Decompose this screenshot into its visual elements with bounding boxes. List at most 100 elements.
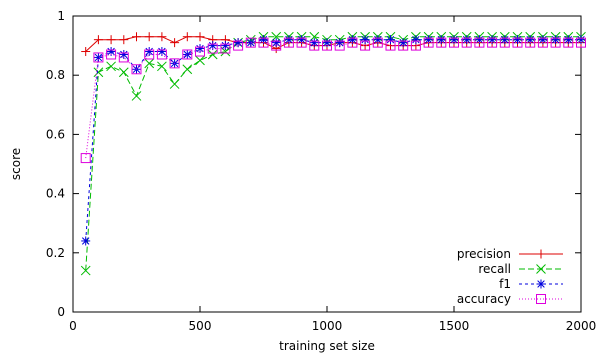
data-point-f1: [347, 35, 357, 45]
marker-stroke: [399, 38, 407, 47]
marker-stroke: [461, 37, 472, 48]
y-tick-label: 0: [57, 305, 65, 319]
axis-ticks: 0 500 1000 1500 2000 0 0.2 0.4 0.6 0.8 1: [46, 9, 596, 333]
series-f1: [81, 35, 586, 246]
marker-stroke: [347, 37, 358, 48]
marker-stroke: [501, 35, 509, 44]
legend-label: f1: [499, 277, 511, 291]
y-tick-label: 0.4: [46, 187, 65, 201]
data-point-accuracy: [233, 40, 244, 51]
data-point-f1: [563, 35, 573, 45]
marker-stroke: [156, 49, 167, 60]
marker-stroke: [169, 79, 180, 89]
marker-stroke: [158, 47, 166, 56]
legend-item-accuracy: accuracy: [457, 292, 563, 306]
data-point-f1: [449, 35, 459, 45]
data-point-f1: [182, 49, 192, 59]
data-point-accuracy: [156, 49, 167, 60]
data-point-f1: [119, 49, 129, 59]
marker-stroke: [564, 35, 573, 44]
marker-stroke: [499, 37, 510, 48]
marker-stroke: [285, 35, 293, 44]
data-point-precision: [170, 38, 180, 48]
data-point-accuracy: [550, 37, 561, 48]
marker-stroke: [386, 35, 395, 44]
data-point-f1: [462, 35, 472, 45]
marker-stroke: [182, 64, 193, 75]
x-tick-label: 500: [189, 319, 212, 333]
data-point-f1: [335, 38, 345, 48]
marker-stroke: [437, 35, 446, 44]
data-point-f1: [309, 38, 319, 48]
marker-stroke: [513, 35, 522, 44]
data-point-f1: [513, 35, 522, 45]
marker-stroke: [374, 35, 382, 44]
data-point-accuracy: [271, 40, 282, 51]
data-point-accuracy: [93, 52, 104, 63]
data-point-f1: [487, 35, 497, 45]
data-point-precision: [157, 32, 167, 42]
marker-stroke: [182, 49, 193, 60]
marker-stroke: [118, 67, 129, 78]
data-point-accuracy: [322, 40, 332, 51]
legend-item-recall: recall: [478, 262, 563, 276]
data-point-accuracy: [245, 37, 256, 48]
data-point-recall: [195, 55, 205, 66]
data-point-f1: [525, 35, 535, 45]
marker-stroke: [474, 37, 485, 48]
data-point-recall: [182, 64, 193, 75]
marker-stroke: [360, 40, 371, 51]
marker-stroke: [207, 49, 218, 60]
marker-stroke: [410, 40, 421, 51]
data-point-accuracy: [410, 40, 421, 51]
marker-stroke: [131, 91, 142, 101]
y-tick-label: 1: [57, 9, 65, 23]
data-point-f1: [500, 35, 510, 45]
data-point-accuracy: [258, 37, 269, 48]
data-point-recall: [106, 61, 116, 72]
data-point-accuracy: [131, 64, 142, 75]
data-point-accuracy: [347, 37, 358, 48]
series-recall: [80, 31, 586, 276]
data-point-accuracy: [144, 49, 155, 60]
x-axis-title: training set size: [279, 339, 375, 353]
data-point-accuracy: [499, 37, 510, 48]
marker-stroke: [220, 43, 231, 54]
marker-stroke: [450, 35, 458, 44]
marker-stroke: [424, 35, 433, 44]
x-tick-label: 0: [69, 319, 77, 333]
legend-item-precision: precision: [457, 247, 563, 261]
marker-stroke: [310, 38, 319, 47]
legend-item-f1: f1: [499, 277, 563, 291]
data-point-precision: [144, 32, 154, 42]
data-point-accuracy: [423, 37, 434, 48]
data-point-accuracy: [283, 37, 294, 48]
marker-stroke: [144, 49, 155, 60]
data-point-recall: [207, 49, 218, 60]
marker-stroke: [563, 37, 574, 48]
data-point-accuracy: [118, 52, 129, 63]
data-point-precision: [182, 32, 192, 42]
data-point-precision: [119, 35, 129, 45]
marker-stroke: [576, 37, 586, 48]
data-point-f1: [93, 52, 103, 62]
marker-stroke: [207, 43, 218, 54]
data-point-accuracy: [563, 37, 574, 48]
marker-stroke: [169, 58, 180, 69]
marker-stroke: [536, 294, 546, 304]
y-tick-label: 0.6: [46, 127, 65, 141]
marker-stroke: [80, 265, 91, 276]
marker-stroke: [144, 58, 155, 69]
data-point-accuracy: [461, 37, 472, 48]
data-point-f1: [411, 35, 421, 45]
marker-stroke: [259, 35, 268, 44]
data-point-f1: [106, 47, 116, 57]
data-point-accuracy: [182, 49, 193, 60]
marker-stroke: [283, 37, 294, 48]
marker-stroke: [398, 40, 409, 51]
legend-label: precision: [457, 247, 511, 261]
marker-stroke: [245, 37, 256, 48]
legend-label: recall: [478, 262, 511, 276]
data-point-precision: [81, 47, 91, 57]
